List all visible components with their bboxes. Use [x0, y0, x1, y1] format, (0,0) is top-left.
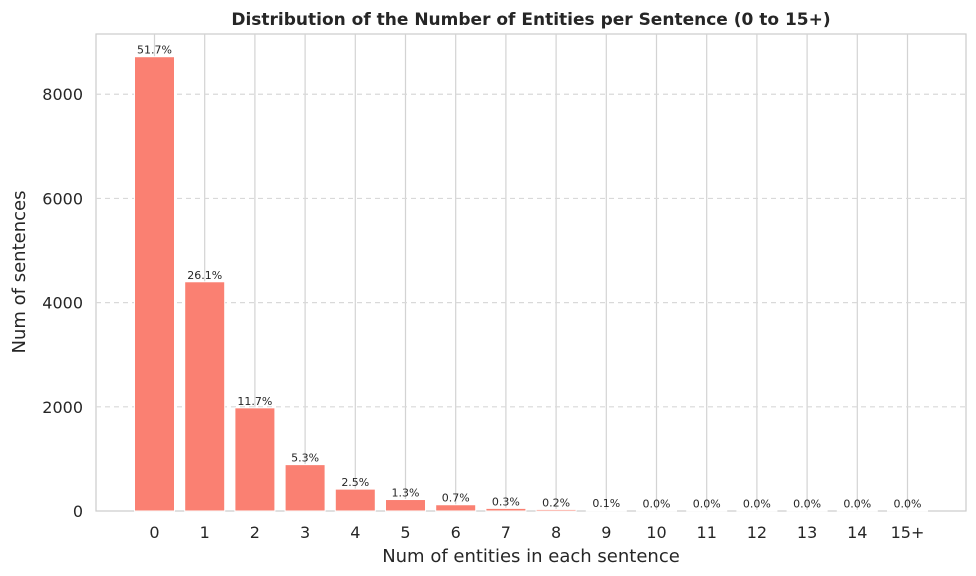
- x-tick-label: 9: [601, 523, 611, 542]
- x-tick-label: 8: [551, 523, 561, 542]
- bar: [234, 407, 276, 512]
- y-tick-label: 2000: [42, 398, 83, 417]
- x-tick-label: 0: [149, 523, 159, 542]
- x-tick-label: 7: [501, 523, 511, 542]
- bar: [284, 464, 326, 512]
- y-tick-label: 4000: [42, 294, 83, 313]
- bar-data-label: 1.3%: [392, 487, 420, 500]
- bar-data-label: 0.0%: [793, 497, 821, 510]
- bar-data-label: 11.7%: [237, 395, 272, 408]
- x-axis-label: Num of entities in each sentence: [382, 546, 680, 567]
- bar-data-label: 0.0%: [894, 497, 922, 510]
- x-tick-label: 13: [797, 523, 817, 542]
- bar: [435, 504, 477, 512]
- bar: [686, 509, 728, 512]
- bar: [736, 509, 778, 512]
- bar-data-label: 0.1%: [592, 497, 620, 510]
- x-tick-label: 10: [646, 523, 666, 542]
- bar: [334, 488, 376, 512]
- bar: [887, 509, 928, 512]
- x-tick-label: 3: [300, 523, 310, 542]
- x-tick-label: 14: [847, 523, 867, 542]
- bar-data-label: 0.0%: [643, 497, 671, 510]
- y-tick-label: 0: [73, 502, 83, 521]
- bar-data-label: 0.3%: [492, 495, 520, 508]
- bar-data-label: 0.0%: [743, 497, 771, 510]
- bar-data-label: 0.0%: [693, 497, 721, 510]
- y-tick-label: 8000: [42, 85, 83, 104]
- x-tick-label: 5: [400, 523, 410, 542]
- bar: [535, 508, 577, 512]
- bar: [485, 507, 527, 512]
- bar: [134, 56, 175, 512]
- y-axis-label: Num of sentences: [9, 191, 30, 354]
- bar-data-label: 0.7%: [442, 492, 470, 505]
- bar-data-label: 0.2%: [542, 496, 570, 509]
- y-tick-label: 6000: [42, 189, 83, 208]
- plot-area: [95, 33, 967, 512]
- x-tick-label: 11: [697, 523, 717, 542]
- bar-data-label: 26.1%: [187, 269, 222, 282]
- bar: [385, 499, 426, 512]
- bar-data-label: 0.0%: [843, 497, 871, 510]
- bar-data-label: 2.5%: [341, 476, 369, 489]
- x-tick-label: 12: [747, 523, 767, 542]
- bar: [184, 281, 226, 512]
- bar-data-label: 5.3%: [291, 452, 319, 465]
- x-tick-label: 2: [250, 523, 260, 542]
- x-tick-label: 6: [451, 523, 461, 542]
- x-tick-label: 15+: [891, 523, 925, 542]
- x-tick-label: 1: [200, 523, 210, 542]
- chart-title: Distribution of the Number of Entities p…: [231, 10, 830, 30]
- bar-data-label: 51.7%: [137, 44, 172, 57]
- bar: [636, 509, 677, 512]
- bar: [786, 509, 828, 512]
- x-tick-label: 4: [350, 523, 360, 542]
- bar: [585, 509, 627, 512]
- bar: [836, 509, 878, 512]
